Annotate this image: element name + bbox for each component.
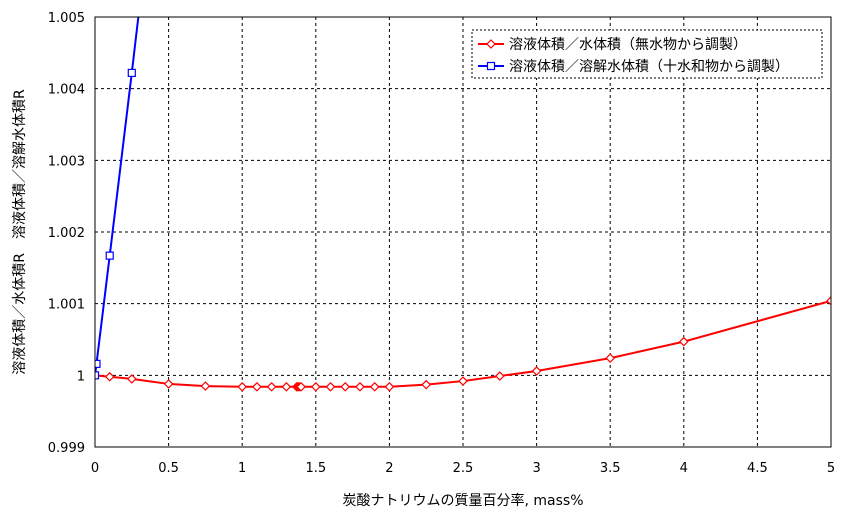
series-line: [95, 299, 831, 388]
legend-item-1: 溶液体積／水体積（無水物から調製）: [478, 37, 747, 53]
data-point-diamond: [340, 381, 351, 392]
legend-item-2: 溶液体積／溶解水体積（十水和物から調製）: [478, 59, 789, 75]
data-point-diamond: [678, 336, 689, 347]
x-tick-label: 0.5: [158, 461, 179, 476]
series-layer: [95, 17, 831, 392]
x-tick-label: 1: [238, 461, 246, 476]
data-point-diamond: [458, 376, 468, 386]
data-point-diamond: [310, 381, 321, 392]
data-point-diamond: [421, 379, 432, 390]
x-tick-label: 1.5: [305, 461, 326, 476]
data-point-square: [105, 251, 114, 260]
grid: [95, 17, 831, 447]
data-point-square: [486, 61, 496, 71]
data-point-diamond: [826, 295, 831, 306]
data-point-diamond: [384, 381, 395, 392]
y-tick-label: 1.001: [48, 298, 85, 313]
data-point-diamond: [252, 381, 262, 392]
data-point-diamond: [296, 381, 306, 392]
legend-label: 溶液体積／溶解水体積（十水和物から調製）: [509, 59, 789, 75]
x-tick-label: 2.5: [453, 461, 474, 476]
data-point-diamond: [486, 39, 496, 49]
data-point-diamond: [104, 371, 115, 382]
plot-frame: [94, 16, 832, 448]
data-point-diamond: [355, 381, 365, 392]
y-tick-label: 1.003: [48, 154, 85, 169]
tick-labels: 0 0.5 1 1.5 2 2.5 3 3.5 4 4.5 5 0.999 1 1.001 1.002 1.0…: [48, 11, 835, 476]
x-tick-label: 4: [680, 461, 688, 476]
y-axis-title: 溶液体積／水体積R 溶液体積／溶解水体積R: [12, 89, 28, 375]
data-point-diamond: [605, 353, 616, 363]
data-point-square: [95, 371, 100, 380]
x-axis-title: 炭酸ナトリウムの質量百分率, mass%: [342, 492, 583, 509]
x-tick-label: 2: [385, 461, 393, 476]
legend-box: [471, 29, 823, 79]
data-point-diamond: [126, 374, 137, 384]
data-point-square: [95, 359, 101, 368]
data-point-diamond: [281, 381, 292, 392]
x-tick-label: 5: [827, 461, 835, 476]
series-2: [95, 17, 140, 380]
y-tick-label: 1.002: [48, 226, 85, 241]
data-point-diamond: [237, 381, 248, 392]
x-tick-label: 3.5: [600, 461, 621, 476]
x-tick-label: 3: [532, 461, 540, 476]
y-tick-label: 1: [77, 369, 85, 384]
data-point-diamond: [200, 381, 211, 391]
data-point-square: [127, 68, 136, 78]
data-point-diamond: [369, 381, 380, 392]
x-tick-label: 0: [91, 461, 99, 476]
data-point-diamond: [531, 366, 542, 376]
data-point-diamond: [325, 381, 336, 392]
data-point-diamond: [494, 371, 505, 381]
data-point-diamond: [266, 381, 277, 392]
legend: 溶液体積／水体積（無水物から調製） 溶液体積／溶解水体積（十水和物から調製）: [471, 29, 823, 79]
y-tick-label: 0.999: [48, 441, 85, 456]
data-point-diamond: [163, 379, 174, 389]
series-1: [95, 295, 831, 392]
y-tick-label: 1.004: [48, 83, 85, 98]
legend-label: 溶液体積／水体積（無水物から調製）: [509, 37, 747, 53]
x-tick-label: 4.5: [747, 461, 768, 476]
y-tick-label: 1.005: [48, 11, 85, 26]
